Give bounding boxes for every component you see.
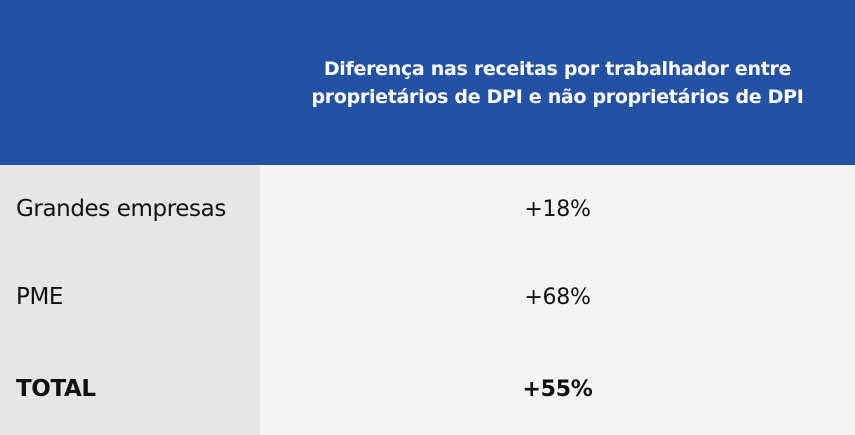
value-column bbox=[260, 165, 855, 435]
row-label-grandes-empresas: Grandes empresas bbox=[16, 196, 226, 222]
column-header-title: Diferença nas receitas por trabalhador e… bbox=[260, 55, 855, 111]
row-label-column bbox=[0, 165, 260, 435]
row-value-total: +55% bbox=[522, 377, 593, 402]
row-value-grandes-empresas: +18% bbox=[524, 197, 591, 222]
row-value-pme: +68% bbox=[524, 285, 591, 310]
column-header-line-2: proprietários de DPI e não proprietários… bbox=[311, 86, 804, 108]
row-label-pme: PME bbox=[16, 284, 64, 310]
row-label-total: TOTAL bbox=[16, 376, 96, 402]
table-header: Diferença nas receitas por trabalhador e… bbox=[0, 0, 855, 165]
column-header-line-1: Diferença nas receitas por trabalhador e… bbox=[323, 58, 792, 80]
